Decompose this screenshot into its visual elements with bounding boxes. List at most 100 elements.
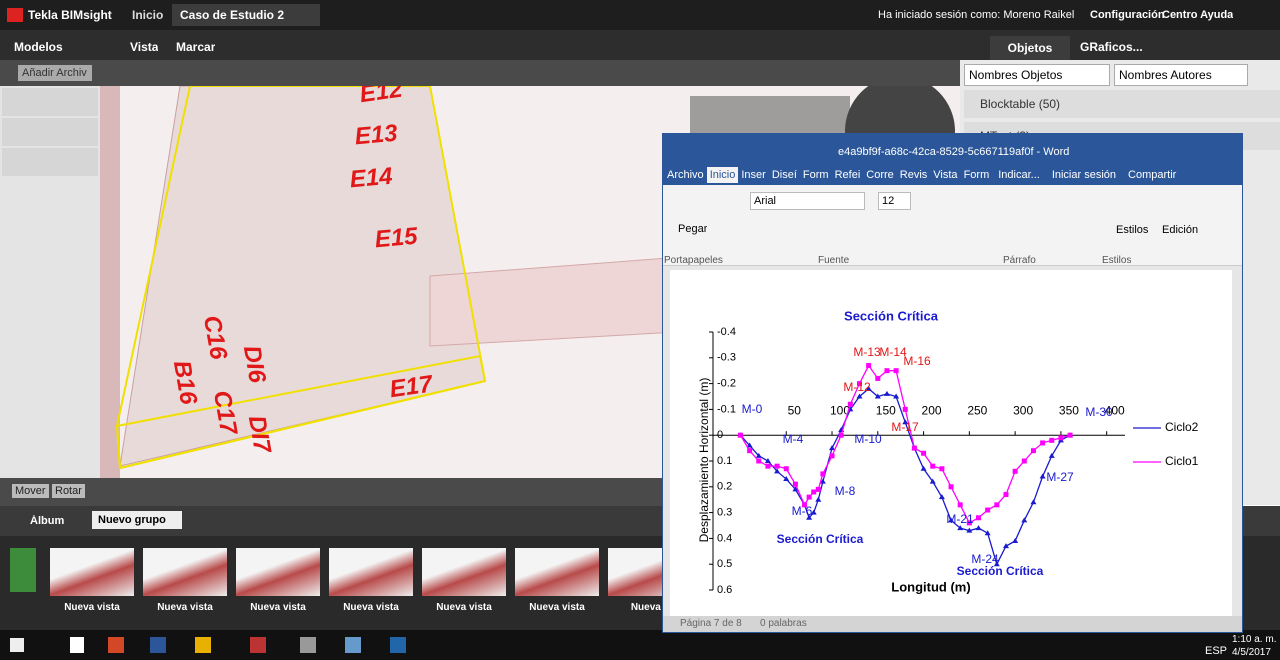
scene-label: E14 — [349, 163, 394, 194]
x-tick-label: 100 — [830, 403, 850, 417]
new-album-button[interactable] — [10, 548, 36, 592]
point — [756, 458, 762, 464]
annotation: M-27 — [1046, 470, 1074, 484]
ribbon-tab[interactable]: Form — [802, 169, 829, 181]
app-icon[interactable] — [195, 637, 211, 653]
x-tick-label: 200 — [922, 403, 942, 417]
point — [1003, 492, 1009, 498]
tree-row[interactable] — [2, 88, 98, 116]
point — [847, 401, 853, 407]
ribbon-tabs: Archivo Inicio Inser Diseí Form Refei Corre Rev… — [664, 165, 1241, 185]
thumbnail[interactable] — [143, 548, 227, 596]
move-button[interactable]: Mover — [12, 484, 49, 498]
ribbon-tab[interactable]: Refei — [834, 169, 861, 181]
thumbnail[interactable] — [236, 548, 320, 596]
app-icon[interactable] — [150, 637, 166, 653]
word-count: 0 palabras — [760, 618, 807, 629]
logo — [7, 8, 23, 22]
ribbon-tab[interactable]: Inicio — [706, 167, 739, 183]
settings[interactable]: Configuración — [1090, 9, 1165, 21]
point — [838, 432, 844, 438]
language[interactable]: ESP — [1205, 645, 1228, 657]
annotation: M-4 — [783, 432, 804, 446]
point — [1002, 543, 1009, 549]
status-bar — [663, 616, 1242, 632]
rotate-button[interactable]: Rotar — [52, 484, 85, 498]
point — [1049, 437, 1055, 443]
point — [792, 486, 799, 492]
tab[interactable]: GRaficos... — [1080, 40, 1143, 54]
ribbon-tab[interactable]: Revis — [899, 169, 928, 181]
point — [994, 502, 1000, 508]
point — [957, 502, 963, 508]
app-icon[interactable] — [345, 637, 361, 653]
tab[interactable]: Marcar — [176, 40, 216, 54]
tab[interactable]: Vista — [130, 40, 159, 54]
toolbar — [0, 60, 960, 86]
app-icon[interactable] — [390, 637, 406, 653]
point — [957, 525, 964, 531]
tree-row[interactable] — [2, 118, 98, 146]
point — [920, 465, 927, 471]
chart: Sección Crítica Longitud (m) Desplazamie… — [697, 308, 1199, 596]
size-box[interactable]: 12 — [878, 192, 911, 210]
ribbon-tab[interactable]: Archivo — [667, 169, 704, 181]
ribbon-tab[interactable]: Inser — [741, 169, 766, 181]
filter[interactable]: Nombres Objetos — [964, 64, 1110, 86]
tab[interactable]: Inicio — [132, 8, 164, 22]
group-select[interactable]: Nuevo grupo — [92, 511, 182, 529]
clock-date: 4/5/2017 — [1232, 647, 1271, 658]
point — [737, 432, 743, 438]
app-icon[interactable] — [300, 637, 316, 653]
scene-label: E13 — [354, 120, 400, 151]
thumbnail[interactable] — [422, 548, 506, 596]
point — [893, 368, 899, 374]
tab[interactable]: Modelos — [14, 40, 63, 54]
point — [829, 445, 836, 451]
help[interactable]: Centro Ayuda — [1162, 9, 1234, 21]
app-name: Tekla BIMsight — [28, 8, 112, 22]
ribbon-tab[interactable]: Corre — [866, 169, 894, 181]
ribbon-tab[interactable]: Diseí — [771, 169, 797, 181]
object-item[interactable]: Blocktable (50) — [964, 90, 1280, 118]
filter[interactable]: Nombres Autores — [1114, 64, 1248, 86]
app-icon[interactable] — [108, 637, 124, 653]
point — [966, 520, 972, 526]
scene-label: E15 — [374, 223, 420, 254]
thumbnail[interactable] — [515, 548, 599, 596]
y-tick-label: -0.3 — [717, 352, 736, 364]
annotation: M-8 — [835, 484, 856, 498]
app-icon[interactable] — [250, 637, 266, 653]
styles-button[interactable]: Estilos — [1116, 224, 1149, 236]
app-icon[interactable] — [70, 637, 84, 653]
point — [874, 393, 881, 399]
tab[interactable]: Caso de Estudio 2 — [172, 4, 320, 26]
add-file-button[interactable]: Añadir Archiv — [18, 65, 92, 81]
ribbon-tab[interactable]: Indicar... — [998, 169, 1040, 181]
ribbon-tab[interactable]: Iniciar sesión — [1051, 169, 1117, 181]
font-box[interactable]: Arial — [750, 192, 865, 210]
scene-label: DI7 — [243, 413, 276, 456]
word-title: e4a9bf9f-a68c-42ca-8529-5c667119af0f - W… — [838, 146, 1070, 158]
tree-row[interactable] — [2, 148, 98, 176]
ribbon-tab[interactable]: Vista — [933, 169, 958, 181]
start-button[interactable] — [10, 638, 24, 652]
legend-label: Ciclo2 — [1165, 420, 1199, 434]
thumbnail-label: Nueva vista — [157, 602, 213, 613]
point — [966, 527, 973, 533]
ribbon-tab[interactable]: Compartir — [1128, 169, 1177, 181]
point — [820, 471, 826, 477]
editing-button[interactable]: Edición — [1162, 224, 1199, 236]
page-count: Página 7 de 8 — [680, 618, 742, 629]
word-title-bar — [662, 133, 1243, 185]
tab[interactable]: Objetos — [990, 36, 1070, 60]
annotation: M-24 — [971, 552, 999, 566]
thumbnail[interactable] — [50, 548, 134, 596]
y-tick-label: 0.6 — [717, 584, 732, 596]
point — [806, 494, 812, 500]
point — [1030, 499, 1037, 505]
thumbnail[interactable] — [329, 548, 413, 596]
album-title: Álbum — [30, 515, 65, 527]
paste-button[interactable]: Pegar — [678, 223, 708, 235]
ribbon-tab[interactable]: Form — [963, 169, 990, 181]
